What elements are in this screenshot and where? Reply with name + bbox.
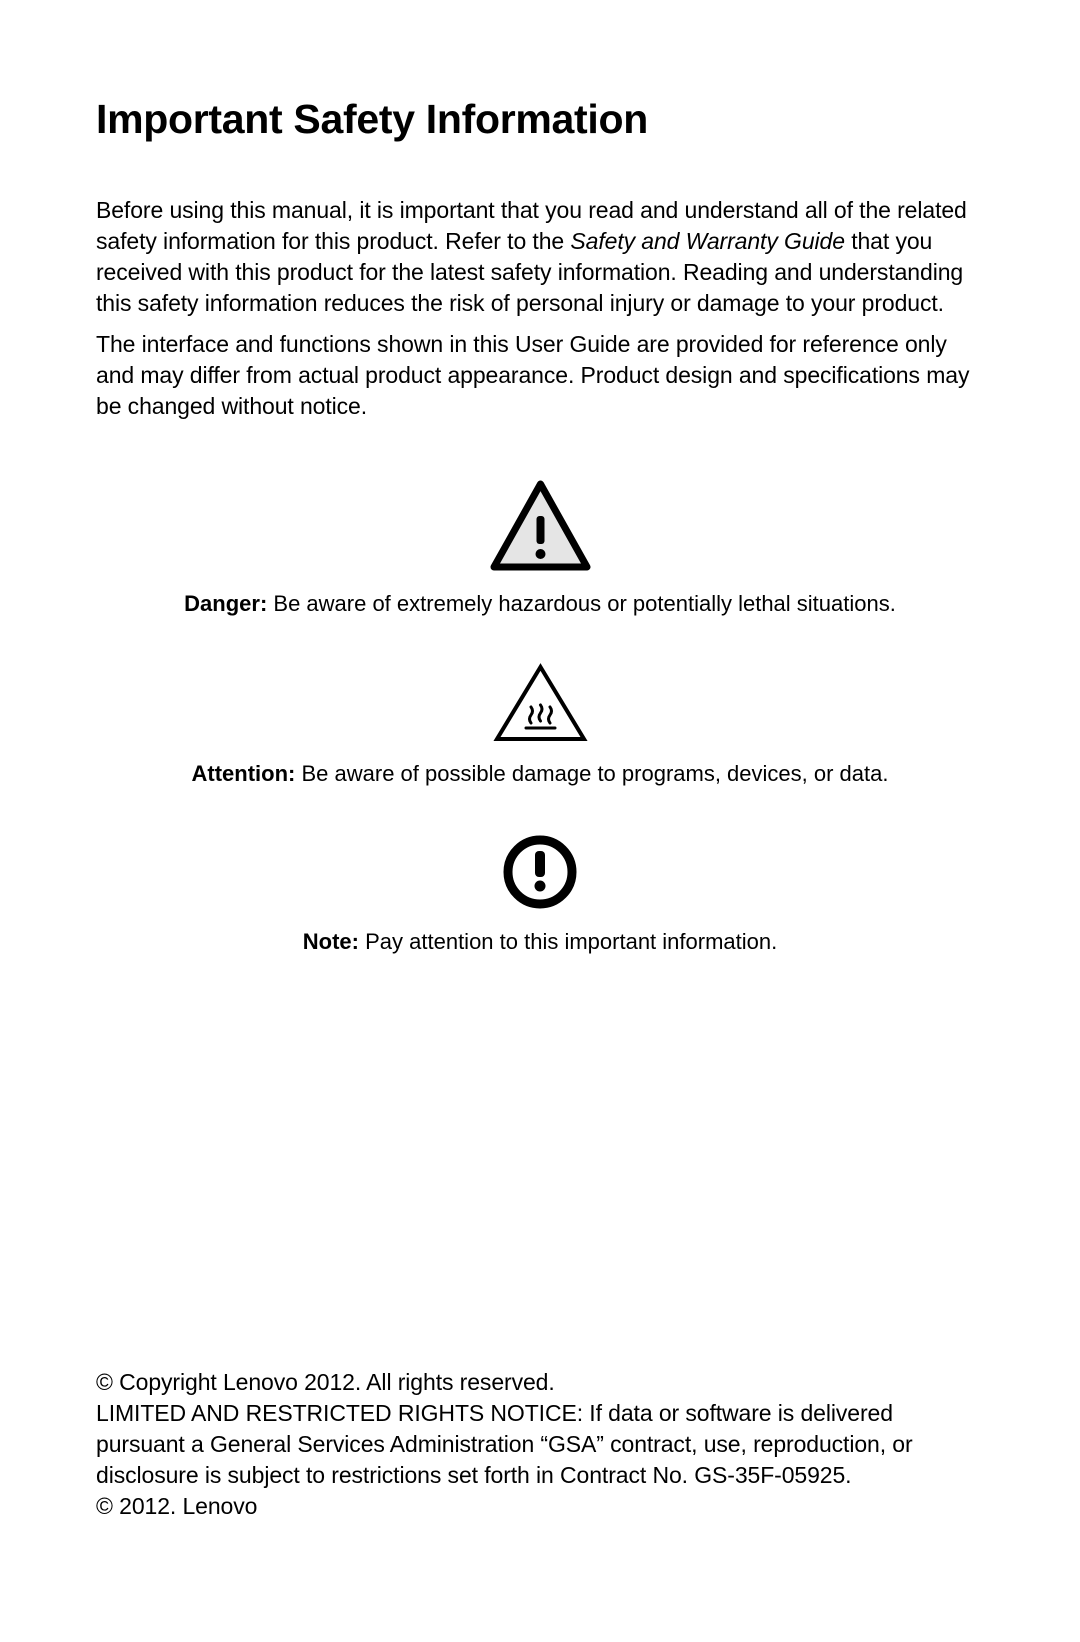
- document-page: Important Safety Information Before usin…: [0, 0, 1080, 1642]
- danger-caption: Danger: Be aware of extremely hazardous …: [96, 591, 984, 617]
- attention-block: Attention: Be aware of possible damage t…: [96, 663, 984, 787]
- attention-caption: Attention: Be aware of possible damage t…: [96, 761, 984, 787]
- danger-block: Danger: Be aware of extremely hazardous …: [96, 478, 984, 617]
- danger-triangle-icon: [488, 478, 593, 573]
- note-label: Note:: [303, 929, 359, 954]
- danger-label: Danger:: [184, 591, 267, 616]
- intro-paragraph-2: The interface and functions shown in thi…: [96, 329, 984, 422]
- note-text: Pay attention to this important informat…: [359, 929, 777, 954]
- attention-triangle-hot-icon: [493, 663, 588, 743]
- danger-text: Be aware of extremely hazardous or poten…: [267, 591, 896, 616]
- footer-copyright: © Copyright Lenovo 2012. All rights rese…: [96, 1367, 984, 1398]
- note-block: Note: Pay attention to this important in…: [96, 833, 984, 955]
- attention-text: Be aware of possible damage to programs,…: [295, 761, 888, 786]
- intro-paragraph-1: Before using this manual, it is importan…: [96, 195, 984, 319]
- footer-copyright-2: © 2012. Lenovo: [96, 1491, 984, 1522]
- footer-block: © Copyright Lenovo 2012. All rights rese…: [96, 1367, 984, 1522]
- note-circle-exclamation-icon: [501, 833, 579, 911]
- attention-label: Attention:: [192, 761, 296, 786]
- footer-rights-notice: LIMITED AND RESTRICTED RIGHTS NOTICE: If…: [96, 1398, 984, 1491]
- note-caption: Note: Pay attention to this important in…: [96, 929, 984, 955]
- intro-p1-italic: Safety and Warranty Guide: [570, 228, 845, 254]
- page-title: Important Safety Information: [96, 96, 984, 143]
